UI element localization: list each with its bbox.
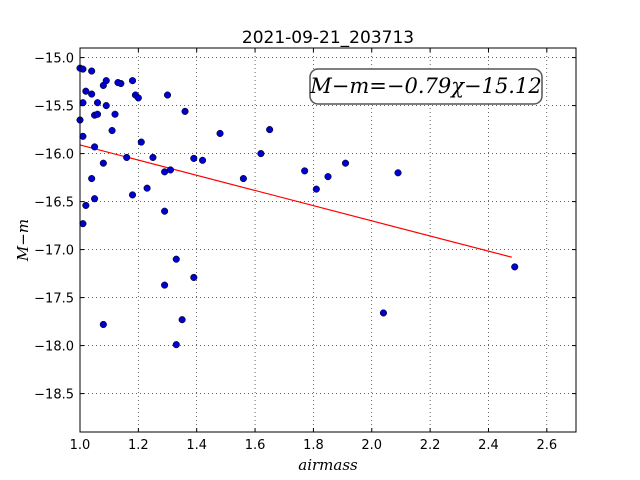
data-point [198, 156, 207, 164]
y-tick-label: −17.0 [34, 244, 74, 259]
x-axis-label: airmass [298, 456, 358, 474]
data-point [172, 255, 180, 263]
y-tick-label: −18.0 [34, 340, 74, 355]
data-point [266, 126, 274, 134]
x-tick-label: 1.8 [303, 438, 324, 453]
fit-line-layer [79, 144, 512, 258]
y-axis-label: M−m [14, 219, 32, 262]
data-point [312, 185, 320, 193]
x-tick-label: 1.4 [186, 438, 207, 453]
chart-title: 2021-09-21_203713 [242, 28, 414, 48]
data-point [102, 77, 110, 85]
data-point [161, 207, 169, 215]
fit-line [79, 144, 512, 258]
y-tick-label: −18.5 [34, 388, 74, 403]
data-point [108, 127, 116, 135]
axis-ticks: 1.0 1.2 1.4 1.6 1.8 2.0 2.2 2.4 2.6 −15.0 −15.5 −16… [34, 48, 576, 453]
data-point [324, 173, 332, 181]
data-point [117, 79, 125, 88]
data-point [190, 273, 198, 281]
data-point [93, 110, 102, 118]
data-point [79, 220, 87, 228]
data-point [394, 169, 402, 177]
data-points [76, 64, 519, 349]
y-tick-label: −16.5 [34, 196, 74, 211]
data-point [93, 99, 102, 107]
data-point [91, 195, 99, 203]
data-point [79, 132, 87, 140]
data-point [216, 129, 224, 137]
data-point [128, 77, 137, 85]
data-point [102, 102, 110, 110]
y-tick-label: −15.5 [34, 100, 74, 115]
annotation-text: M−m=−0.79χ−15.12 [309, 74, 541, 98]
plot-frame [79, 47, 577, 433]
data-point [99, 159, 107, 167]
data-point [341, 159, 350, 167]
data-point [137, 138, 145, 146]
data-point [79, 65, 87, 73]
data-point [123, 153, 131, 161]
y-tick-label: −15.0 [34, 52, 74, 67]
x-tick-label: 1.6 [245, 438, 266, 453]
data-point [149, 153, 157, 161]
x-tick-label: 2.4 [478, 438, 499, 453]
data-point [128, 191, 137, 199]
data-point [82, 87, 90, 95]
data-point [163, 91, 172, 99]
y-tick-label: −16.0 [34, 148, 74, 163]
equation-annotation: M−m=−0.79χ−15.12 [309, 68, 543, 105]
data-point [161, 168, 169, 176]
data-point [181, 107, 189, 115]
data-point [111, 110, 119, 118]
data-point [172, 341, 180, 349]
data-point [511, 263, 519, 271]
x-tick-label: 2.6 [536, 438, 557, 453]
x-tick-label: 2.2 [420, 438, 441, 453]
data-point [379, 309, 387, 317]
grid [79, 48, 576, 432]
data-point [161, 281, 169, 289]
data-point [239, 175, 247, 183]
plot-area [80, 48, 576, 432]
x-tick-label: 2.0 [361, 438, 382, 453]
data-point [190, 154, 198, 162]
y-tick-label: −17.5 [34, 292, 74, 307]
data-point [257, 150, 265, 158]
data-point [134, 94, 142, 102]
data-point [99, 320, 107, 329]
data-point [79, 99, 87, 107]
data-point [88, 90, 96, 98]
data-point [91, 143, 99, 151]
data-point [88, 67, 96, 75]
annotation-box [309, 68, 543, 105]
data-point [178, 316, 186, 324]
data-point [82, 201, 90, 209]
x-tick-label: 1.2 [128, 438, 149, 453]
data-point [301, 167, 309, 175]
x-tick-label: 1.0 [70, 438, 91, 453]
data-point [143, 184, 151, 192]
data-point [88, 175, 96, 183]
